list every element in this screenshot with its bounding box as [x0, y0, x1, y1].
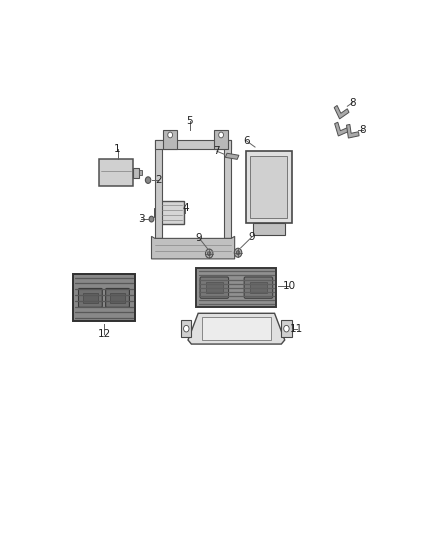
- Text: 5: 5: [186, 116, 193, 126]
- Text: 7: 7: [213, 146, 220, 156]
- Bar: [99, 159, 133, 186]
- Bar: [154, 208, 160, 216]
- Polygon shape: [224, 140, 231, 238]
- Circle shape: [208, 252, 211, 256]
- Circle shape: [237, 251, 240, 255]
- Polygon shape: [163, 130, 177, 149]
- Text: 2: 2: [155, 175, 162, 185]
- Bar: [83, 293, 98, 303]
- Circle shape: [205, 249, 213, 258]
- Text: 4: 4: [182, 204, 189, 213]
- Text: 12: 12: [97, 329, 111, 339]
- Polygon shape: [225, 153, 239, 159]
- Bar: [246, 151, 292, 223]
- Bar: [133, 168, 139, 177]
- Text: 9: 9: [248, 232, 255, 242]
- Bar: [73, 274, 135, 321]
- Bar: [110, 293, 125, 303]
- Circle shape: [184, 325, 189, 332]
- Circle shape: [284, 325, 289, 332]
- Polygon shape: [334, 106, 349, 119]
- Bar: [250, 282, 267, 293]
- Text: 9: 9: [196, 233, 202, 243]
- FancyBboxPatch shape: [244, 277, 273, 298]
- Bar: [250, 156, 287, 218]
- Text: 6: 6: [243, 136, 250, 146]
- Bar: [253, 223, 285, 235]
- Text: 11: 11: [290, 324, 303, 334]
- Polygon shape: [335, 122, 349, 136]
- FancyBboxPatch shape: [78, 288, 102, 308]
- Bar: [201, 317, 271, 340]
- Bar: [206, 282, 223, 293]
- Polygon shape: [155, 140, 162, 238]
- Bar: [160, 201, 184, 224]
- Circle shape: [149, 216, 154, 222]
- Text: 3: 3: [138, 214, 145, 224]
- Text: 1: 1: [114, 144, 121, 154]
- Circle shape: [234, 248, 242, 257]
- Circle shape: [168, 132, 173, 138]
- Circle shape: [145, 177, 151, 183]
- Text: 10: 10: [283, 280, 296, 290]
- Bar: [139, 170, 141, 175]
- Polygon shape: [152, 236, 235, 259]
- Polygon shape: [181, 320, 191, 337]
- Bar: [197, 268, 276, 307]
- Circle shape: [219, 132, 223, 138]
- Text: 8: 8: [360, 125, 366, 135]
- Polygon shape: [346, 124, 359, 138]
- Polygon shape: [188, 313, 285, 344]
- Text: 8: 8: [350, 98, 356, 108]
- FancyBboxPatch shape: [106, 288, 130, 308]
- Polygon shape: [281, 320, 292, 337]
- Polygon shape: [214, 130, 228, 149]
- Polygon shape: [155, 140, 231, 149]
- FancyBboxPatch shape: [200, 277, 229, 298]
